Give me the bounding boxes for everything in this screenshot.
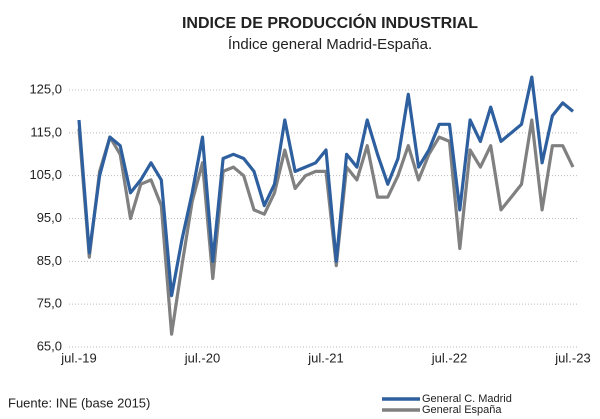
y-tick-label: 85,0 — [37, 253, 62, 268]
y-tick-label: 115,0 — [30, 124, 62, 139]
legend-label: General España — [422, 404, 502, 416]
y-tick-label: 95,0 — [37, 210, 62, 225]
chart-title: INDICE DE PRODUCCIÓN INDUSTRIAL — [182, 13, 478, 32]
x-tick-label: jul.-23 — [554, 350, 590, 365]
series-line — [77, 75, 575, 298]
chart-subtitle: Índice general Madrid-España. — [228, 36, 432, 53]
series-line — [77, 118, 575, 336]
x-tick-label: jul.-20 — [184, 350, 220, 365]
x-tick-label: jul.-22 — [431, 350, 467, 365]
y-tick-label: 75,0 — [37, 296, 62, 311]
source: Fuente: INE (base 2015) — [8, 395, 150, 410]
x-tick-label: jul.-21 — [307, 350, 343, 365]
legend-label: General C. Madrid — [422, 393, 512, 405]
y-tick-label: 105,0 — [29, 167, 62, 182]
y-tick-label: 125,0 — [29, 81, 62, 96]
y-tick-label: 65,0 — [37, 338, 62, 353]
x-tick-label: jul.-19 — [60, 350, 96, 365]
